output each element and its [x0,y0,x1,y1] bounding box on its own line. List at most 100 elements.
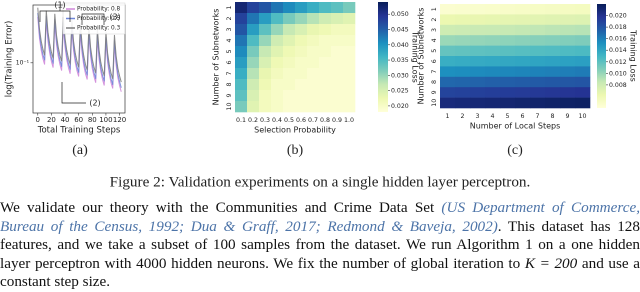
heatmap-cell [235,90,248,102]
heatmap-cell [307,46,320,58]
heatmap-cell [235,79,248,91]
heatmap-cell [575,66,591,78]
x-axis-label: Number of Local Steps [470,122,561,131]
heatmap-cell [500,56,516,67]
y-tick-label: 1 [226,5,233,9]
heatmap-cell [500,76,516,88]
heatmap-cell [500,97,516,109]
heatmap-cell [530,4,546,15]
heatmap-cell [515,35,531,46]
heatmap-cell [485,14,501,26]
heatmap-cell [295,13,308,25]
heatmap-cell [307,57,320,69]
heatmap-cell [247,90,260,102]
heatmap-cell [455,45,471,57]
heatmap-cell [575,56,591,67]
y-tick-label: 5 [226,49,233,53]
x-tick-label: 7 [535,113,539,120]
x-axis-label: Selection Probability [254,126,336,135]
paragraph: We validate our theory with the Communit… [0,199,640,292]
annotation: (3) [109,13,120,22]
heatmap-cell [545,66,561,78]
heatmap-cell [331,24,344,36]
heatmap-cell [455,4,471,15]
heatmap-cell [530,87,546,98]
y-tick-label: 7 [431,70,438,74]
heatmap-cell [343,35,356,47]
x-tick-label: 60 [74,116,83,124]
heatmap-cell [470,76,486,88]
x-tick-label: 0.6 [296,117,306,124]
math: K = 200 [524,254,578,272]
x-tick-label: 5 [505,113,509,120]
heatmap-cell [271,46,284,58]
citation: (US Department of Commerce, Bureau of th… [0,199,640,235]
heatmap-cell [343,2,356,14]
heatmap-cell [470,14,486,26]
heatmap-cell [440,24,456,36]
legend-label: Probability: 0.3 [77,26,121,32]
heatmap-cell [485,35,501,46]
y-tick-label: 6 [431,59,438,63]
annotation: (1) [54,1,65,10]
heatmap-cell [575,97,591,109]
heatmap-cell [283,68,296,80]
colorbar-tick-label: 0.008 [609,82,627,89]
heatmap-cell [271,2,284,14]
heatmap-cell [470,56,486,67]
heatmap-cell [307,2,320,14]
heatmap-cell [575,4,591,15]
heatmap-cell [235,35,248,47]
heatmap-cell [343,57,356,69]
y-tick-label: 2 [431,18,438,22]
heatmap-cell [247,68,260,80]
x-tick-label: 8 [550,113,554,120]
heatmap-cell [259,24,272,36]
y-axis-label: Number of Subnetworks [417,8,426,105]
y-tick-label: 10 [226,102,233,110]
heatmap-cell [545,45,561,57]
heatmap-cell [295,35,308,47]
heatmap-cell [247,13,260,25]
heatmap-cell [515,4,531,15]
heatmap-cell [440,35,456,46]
x-tick-label: 20 [47,116,56,124]
heatmap-cell [283,35,296,47]
x-tick-label: 0.9 [332,117,342,124]
heatmap-cell [470,66,486,78]
heatmap-cell [259,13,272,25]
heatmap-cell [307,90,320,102]
line-series [37,7,122,83]
y-tick-label: 10⁻¹ [16,59,30,66]
heatmap-cell [319,24,332,36]
x-tick-label: 2 [460,113,464,120]
y-tick-label: 3 [226,27,233,31]
heatmap-cell [271,90,284,102]
heatmap-cell [295,2,308,14]
colorbar-tick-label: 0.012 [609,59,627,66]
colorbar-tick-label: 0.018 [609,24,627,31]
x-tick-label: 9 [565,113,569,120]
heatmap-cell [247,2,260,14]
panel-label: (c) [507,143,523,158]
heatmap-cell [575,76,591,88]
heatmap-cell [455,66,471,78]
heatmap-cell [515,45,531,57]
heatmap-cell [500,66,516,78]
x-tick-label: 0 [36,116,40,124]
heatmap-cell [319,101,332,113]
y-tick-label: 3 [431,28,438,32]
heatmap-cell [515,24,531,36]
heatmap-cell [455,56,471,67]
x-tick-label: 80 [88,116,97,124]
heatmap-cell [470,35,486,46]
heatmap-cell [295,90,308,102]
heatmap-cell [545,87,561,98]
annotation-bracket [39,7,71,22]
x-tick-label: 1.0 [344,117,354,124]
heatmap-cell [319,46,332,58]
heatmap-cell [259,2,272,14]
heatmap-cell [530,14,546,26]
heatmap-cell [343,79,356,91]
